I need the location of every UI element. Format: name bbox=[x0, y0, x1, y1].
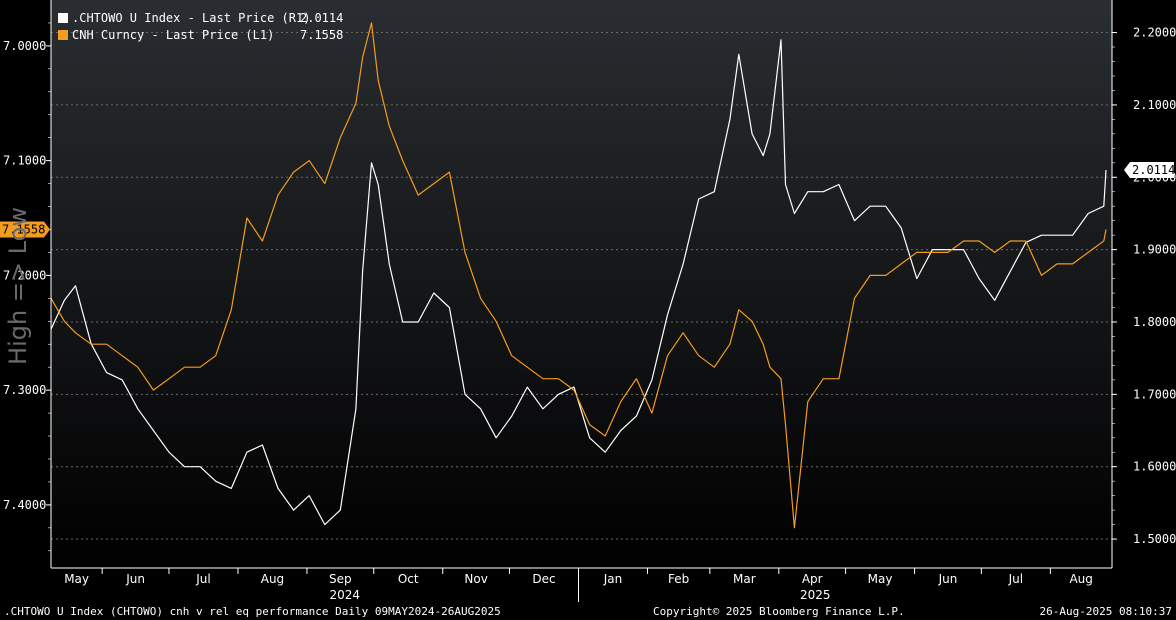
right-last-value-text: 2.0114 bbox=[1132, 163, 1175, 177]
right-tick-label: 1.7000 bbox=[1133, 387, 1176, 401]
footer-description: .CHTOWO U Index (CHTOWO) cnh v rel eq pe… bbox=[4, 605, 501, 618]
month-label: Jun bbox=[125, 572, 145, 586]
month-label: Nov bbox=[464, 572, 487, 586]
month-label: Dec bbox=[532, 572, 555, 586]
month-label: Oct bbox=[398, 572, 419, 586]
left-tick-label: 7.2000 bbox=[3, 268, 46, 282]
right-tick-label: 1.9000 bbox=[1133, 243, 1176, 257]
left-tick-label: 7.1000 bbox=[3, 154, 46, 168]
legend-item-series1: .CHTOWO U Index - Last Price (R1) 2.0114 bbox=[58, 10, 343, 27]
year-label: 2024 bbox=[329, 588, 360, 602]
month-label: Jul bbox=[195, 572, 210, 586]
legend-value-series1: 2.0114 bbox=[300, 11, 344, 25]
series-line-chtowo bbox=[50, 39, 1107, 526]
left-tick-label: 7.0000 bbox=[3, 39, 46, 53]
axis-layer: 1.50001.60001.70001.80001.90002.00002.10… bbox=[0, 0, 1176, 602]
series-line-cnh bbox=[50, 22, 1107, 529]
legend-swatch-white bbox=[58, 13, 68, 23]
footer-copyright: Copyright© 2025 Bloomberg Finance L.P. bbox=[653, 605, 905, 618]
month-label: Jul bbox=[1008, 572, 1023, 586]
month-label: Jan bbox=[603, 572, 623, 586]
month-label: May bbox=[868, 572, 893, 586]
legend-item-series2: CNH Curncy - Last Price (L1) 7.1558 bbox=[58, 27, 343, 44]
right-tick-label: 1.5000 bbox=[1133, 532, 1176, 546]
month-label: Jun bbox=[938, 572, 958, 586]
footer: .CHTOWO U Index (CHTOWO) cnh v rel eq pe… bbox=[0, 603, 1176, 620]
left-last-value-tag bbox=[0, 221, 50, 238]
year-label: 2025 bbox=[800, 588, 831, 602]
right-tick-label: 2.2000 bbox=[1133, 26, 1176, 40]
left-last-value-text: 7.1558 bbox=[2, 222, 45, 236]
right-tick-label: 1.8000 bbox=[1133, 315, 1176, 329]
right-tick-label: 2.1000 bbox=[1133, 98, 1176, 112]
left-tick-label: 7.4000 bbox=[3, 498, 46, 512]
month-label: Aug bbox=[261, 572, 284, 586]
month-label: Aug bbox=[1069, 572, 1092, 586]
month-label: Mar bbox=[733, 572, 756, 586]
month-label: Sep bbox=[329, 572, 352, 586]
plot-background bbox=[51, 0, 1112, 568]
left-tick-label: 7.3000 bbox=[3, 383, 46, 397]
footer-timestamp: 26-Aug-2025 08:10:37 bbox=[1039, 605, 1172, 618]
right-tick-label: 1.6000 bbox=[1133, 460, 1176, 474]
legend: .CHTOWO U Index - Last Price (R1) 2.0114… bbox=[58, 10, 343, 44]
grid-layer bbox=[51, 32, 1112, 540]
right-last-value-tag bbox=[1124, 162, 1174, 179]
month-label: Feb bbox=[668, 572, 689, 586]
legend-label-series2: CNH Curncy - Last Price (L1) bbox=[72, 28, 275, 42]
month-label: Apr bbox=[802, 572, 823, 586]
legend-label-series1: .CHTOWO U Index - Last Price (R1) bbox=[72, 11, 311, 25]
left-axis-title: High => Low bbox=[4, 207, 32, 365]
series-layer bbox=[50, 22, 1107, 529]
month-label: May bbox=[64, 572, 89, 586]
legend-swatch-orange bbox=[58, 30, 68, 40]
legend-value-series2: 7.1558 bbox=[300, 28, 344, 42]
